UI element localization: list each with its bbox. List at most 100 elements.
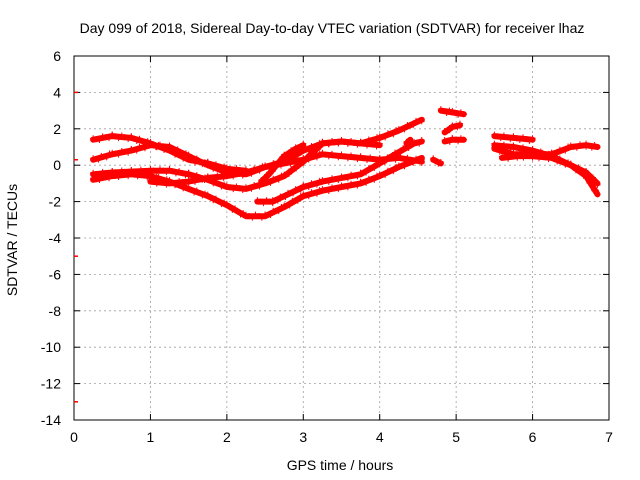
data-point: [188, 177, 195, 184]
axis-ticks: 0 1 2 3 4 5 6 7 -14 -12 -10 -8 -6 -4 -2 0 2 4 6: [41, 48, 613, 445]
x-tick-label: 3: [299, 429, 307, 445]
data-point: [201, 177, 208, 184]
y-tick-label: 0: [53, 157, 61, 173]
data-point: [460, 136, 467, 143]
data-point: [335, 177, 342, 184]
data-point: [251, 165, 258, 172]
y-tick-label: 2: [53, 121, 61, 137]
x-tick-label: 0: [70, 429, 78, 445]
data-point: [556, 156, 563, 163]
data-point: [282, 194, 289, 201]
data-point: [382, 172, 389, 179]
data-point: [504, 134, 511, 141]
data-point: [248, 169, 255, 176]
data-point: [335, 140, 342, 147]
data-point: [583, 167, 590, 174]
data-point: [95, 156, 102, 163]
data-point: [303, 192, 310, 199]
data-point: [363, 169, 370, 176]
data-point: [373, 143, 380, 150]
data-point: [455, 138, 462, 145]
data-point: [338, 173, 345, 180]
data-point: [112, 150, 119, 157]
data-point: [150, 178, 157, 185]
data-point: [363, 157, 370, 164]
data-point: [332, 152, 339, 159]
data-point: [207, 194, 214, 201]
data-point: [251, 182, 258, 189]
y-axis-label: SDTVAR / TECUs: [4, 184, 20, 296]
x-tick-label: 5: [452, 429, 460, 445]
data-point: [504, 143, 511, 150]
data-point: [344, 155, 351, 162]
data-point: [332, 185, 339, 192]
data-point: [548, 153, 555, 160]
data-point: [344, 184, 351, 191]
data-point: [257, 198, 264, 205]
data-point: [90, 155, 97, 162]
data-point: [202, 190, 209, 197]
data-point: [570, 143, 577, 150]
data-point: [300, 182, 307, 189]
data-point: [103, 154, 110, 161]
data-point: [134, 169, 141, 176]
data-point: [332, 176, 339, 183]
data-point: [304, 156, 311, 163]
data-point: [267, 179, 274, 186]
data-point: [160, 167, 167, 174]
data-point: [305, 193, 312, 200]
data-point: [500, 132, 507, 139]
data-point: [319, 138, 326, 145]
data-point: [121, 134, 128, 141]
data-point: [443, 110, 450, 117]
data-point: [348, 180, 355, 187]
data-point: [510, 133, 517, 140]
y-tick-label: 4: [53, 84, 61, 100]
data-point: [256, 183, 263, 190]
data-point: [460, 111, 467, 118]
data-point: [513, 135, 520, 142]
data-point: [381, 158, 388, 165]
data-point: [341, 153, 348, 160]
data-point: [432, 157, 439, 164]
data-point: [90, 169, 97, 176]
data-point: [193, 187, 200, 194]
data-point: [567, 142, 574, 149]
data-point: [204, 191, 211, 198]
data-point: [169, 145, 176, 152]
data-point: [341, 183, 348, 190]
data-point: [335, 154, 342, 161]
data-point: [285, 151, 292, 158]
y-tick-label: -14: [41, 412, 61, 428]
data-point: [160, 179, 167, 186]
data-point: [499, 153, 505, 160]
data-point: [233, 169, 240, 176]
data-point: [456, 120, 463, 127]
data-point: [511, 153, 518, 160]
data-point: [176, 177, 183, 184]
data-point: [360, 155, 367, 162]
data-point: [341, 174, 348, 181]
data-point: [212, 163, 219, 170]
data-point: [410, 122, 417, 129]
data-point: [125, 136, 132, 143]
data-point: [118, 147, 125, 154]
data-point: [588, 144, 595, 151]
data-point: [322, 151, 329, 158]
data-point: [562, 147, 569, 154]
data-point: [269, 168, 276, 175]
data-point: [192, 178, 199, 185]
data-point: [188, 154, 195, 161]
data-point: [529, 151, 536, 158]
data-point: [125, 170, 132, 177]
data-point: [106, 135, 113, 142]
data-point: [277, 159, 284, 166]
data-point: [137, 166, 144, 173]
data-point: [118, 132, 125, 139]
data-point: [505, 155, 512, 162]
data-point: [311, 190, 318, 197]
data-point: [196, 190, 203, 197]
data-point: [163, 181, 170, 188]
data-point: [207, 163, 214, 170]
data-point: [106, 150, 113, 157]
